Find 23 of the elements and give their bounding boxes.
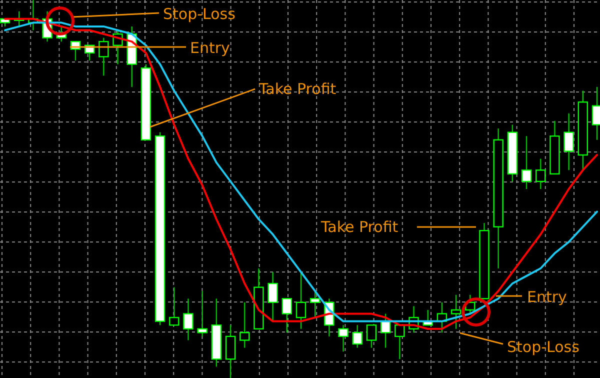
candlestick — [352, 324, 362, 348]
candlestick — [366, 324, 377, 348]
candlestick — [338, 324, 348, 352]
annotation: Stop-Loss — [507, 338, 580, 356]
candlestick — [240, 302, 250, 348]
candlestick — [310, 290, 320, 318]
candlestick — [536, 158, 546, 190]
candlestick — [521, 135, 532, 190]
candlestick — [98, 37, 109, 76]
annotation: Take Profit — [320, 218, 398, 236]
annotation: Stop-Loss — [163, 5, 236, 23]
candlestick — [197, 290, 208, 338]
candlestick — [450, 294, 462, 330]
annotation: Take Profit — [258, 80, 336, 98]
candlestick — [282, 298, 292, 334]
candlestick — [394, 324, 405, 360]
candlestick — [296, 272, 306, 330]
candlestick — [169, 286, 180, 326]
candlestick — [268, 272, 278, 322]
candlestick — [564, 112, 574, 171]
annotation: Entry — [190, 39, 230, 57]
annotation: Entry — [527, 288, 568, 306]
candlestick — [183, 298, 194, 341]
